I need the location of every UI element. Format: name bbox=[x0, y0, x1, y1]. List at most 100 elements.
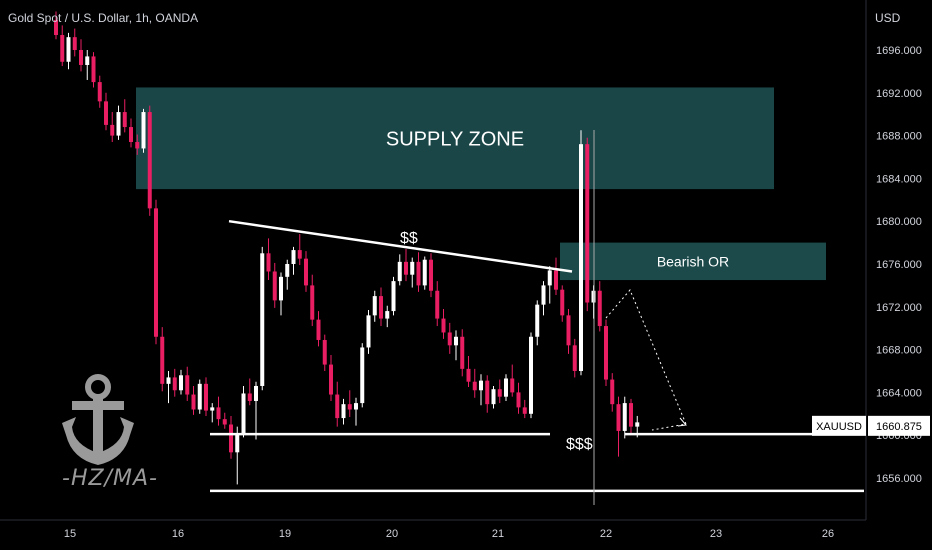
candle-body bbox=[372, 296, 377, 316]
y-tick-label: 1696.000 bbox=[876, 45, 922, 57]
candle-body bbox=[341, 404, 346, 419]
candle-body bbox=[529, 336, 533, 414]
candle-body bbox=[560, 289, 565, 316]
candle-body bbox=[454, 336, 458, 346]
candle-body bbox=[585, 144, 590, 303]
x-tick-label: 22 bbox=[600, 528, 612, 540]
bearish-ob-zone bbox=[560, 242, 826, 281]
candle-body bbox=[285, 264, 290, 277]
candle-body bbox=[616, 404, 621, 431]
candle-body bbox=[610, 379, 615, 405]
candle-body bbox=[66, 37, 71, 62]
y-tick-label: 1692.000 bbox=[876, 88, 922, 100]
candle-body bbox=[60, 35, 65, 62]
last-price-tag-label: 1660.875 bbox=[876, 421, 922, 433]
candle-body bbox=[104, 101, 108, 125]
candle-body bbox=[185, 375, 190, 395]
x-tick-label: 20 bbox=[386, 528, 398, 540]
y-tick-label: 1688.000 bbox=[876, 131, 922, 143]
x-tick-label: 15 bbox=[64, 528, 76, 540]
candle-body bbox=[579, 144, 583, 371]
candle-body bbox=[322, 339, 327, 365]
candle-body bbox=[247, 393, 252, 401]
candle-body bbox=[485, 380, 490, 405]
candle-body bbox=[391, 281, 396, 312]
supply-zone-label: SUPPLY ZONE bbox=[386, 128, 524, 150]
candle-body bbox=[447, 332, 452, 346]
candle-body bbox=[204, 383, 208, 411]
candle-body bbox=[479, 380, 483, 391]
candle-body bbox=[291, 250, 296, 264]
x-tick-label: 16 bbox=[172, 528, 184, 540]
candle-body bbox=[229, 424, 233, 453]
x-tick-label: 19 bbox=[279, 528, 291, 540]
supply-zone bbox=[136, 87, 774, 190]
candle-body bbox=[535, 304, 540, 337]
candle-body bbox=[216, 407, 221, 420]
candle-body bbox=[435, 290, 440, 319]
chart-title: Gold Spot / U.S. Dollar, 1h, OANDA bbox=[8, 11, 199, 25]
candle-body bbox=[472, 381, 477, 391]
candle-body bbox=[397, 261, 402, 282]
candle-body bbox=[72, 37, 77, 50]
candle-body bbox=[366, 315, 371, 348]
candle-body bbox=[360, 347, 365, 404]
candle-body bbox=[266, 253, 271, 272]
candle-body bbox=[410, 261, 415, 275]
watermark-text: -HZ/MA- bbox=[62, 466, 158, 491]
y-tick-label: 1664.000 bbox=[876, 387, 922, 399]
candle-body bbox=[197, 383, 202, 410]
candle-body bbox=[466, 368, 471, 382]
candle-body bbox=[79, 50, 83, 65]
candle-body bbox=[310, 285, 315, 320]
candle-body bbox=[597, 290, 602, 327]
candle-body bbox=[235, 433, 240, 453]
y-tick-label: 1668.000 bbox=[876, 345, 922, 357]
candle-body bbox=[335, 394, 340, 419]
liquidity-bottom-label: $$$ bbox=[566, 436, 593, 453]
candle-body bbox=[504, 378, 508, 397]
x-tick-label: 26 bbox=[822, 528, 834, 540]
candle-body bbox=[404, 261, 408, 275]
candle-body bbox=[379, 296, 383, 319]
candle-body bbox=[510, 378, 515, 393]
candle-body bbox=[91, 56, 96, 83]
candle-body bbox=[304, 258, 308, 286]
candle-body bbox=[629, 403, 633, 427]
candle-body bbox=[97, 82, 102, 102]
candle-body bbox=[154, 208, 158, 337]
candle-body bbox=[122, 112, 127, 128]
candle-body bbox=[635, 422, 640, 427]
y-tick-label: 1676.000 bbox=[876, 259, 922, 271]
candle-body bbox=[210, 407, 215, 411]
candle-body bbox=[316, 319, 321, 340]
y-tick-label: 1680.000 bbox=[876, 216, 922, 228]
candle-body bbox=[272, 271, 277, 301]
candle-body bbox=[85, 56, 90, 65]
candle-body bbox=[179, 375, 183, 391]
candle-body bbox=[516, 392, 521, 408]
candle-body bbox=[222, 419, 227, 425]
symbol-tag-bg bbox=[812, 415, 866, 436]
candle-body bbox=[166, 377, 171, 384]
anchor-icon bbox=[62, 374, 134, 465]
y-tick-label: 1672.000 bbox=[876, 302, 922, 314]
candle-body bbox=[241, 393, 246, 434]
candle-body bbox=[354, 403, 358, 410]
candle-body bbox=[385, 311, 390, 319]
candle-body bbox=[279, 276, 283, 301]
candle-body bbox=[116, 112, 121, 136]
projection-arrow-head bbox=[677, 417, 687, 427]
candle-body bbox=[147, 112, 152, 209]
candle-body bbox=[416, 261, 421, 286]
liquidity-top-label: $$ bbox=[400, 230, 418, 247]
candle-body bbox=[191, 394, 196, 410]
y-tick-label: 1656.000 bbox=[876, 473, 922, 485]
candle-body bbox=[491, 389, 496, 405]
trendline bbox=[228, 219, 573, 273]
candle-body bbox=[441, 318, 446, 333]
candle-body bbox=[329, 364, 333, 395]
candle-body bbox=[54, 20, 58, 36]
candle-body bbox=[347, 404, 352, 410]
